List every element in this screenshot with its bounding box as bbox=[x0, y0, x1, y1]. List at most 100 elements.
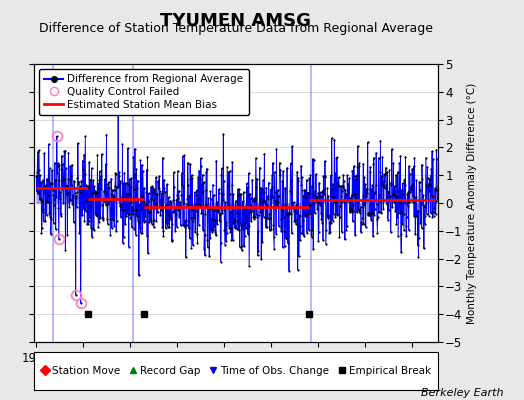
Point bbox=[195, 176, 204, 182]
Point bbox=[242, 203, 250, 209]
Point bbox=[274, 193, 282, 199]
Point bbox=[332, 198, 340, 204]
Point bbox=[116, 178, 125, 184]
Point bbox=[150, 186, 159, 193]
Point bbox=[256, 164, 264, 171]
Point bbox=[253, 212, 261, 218]
Point bbox=[190, 203, 198, 209]
Point bbox=[308, 227, 316, 234]
Point bbox=[91, 189, 99, 195]
Point bbox=[281, 184, 289, 191]
Point bbox=[253, 214, 261, 220]
Text: Berkeley Earth: Berkeley Earth bbox=[421, 388, 503, 398]
Point bbox=[371, 190, 379, 197]
Point bbox=[213, 220, 221, 227]
Point bbox=[204, 195, 213, 201]
Point bbox=[385, 196, 393, 203]
Point bbox=[102, 131, 111, 138]
Point bbox=[121, 221, 129, 228]
Point bbox=[77, 177, 85, 184]
Point bbox=[66, 196, 74, 203]
Point bbox=[226, 228, 235, 235]
Point bbox=[73, 175, 82, 181]
Point bbox=[228, 182, 236, 188]
Point bbox=[228, 237, 237, 244]
Point bbox=[257, 256, 265, 263]
Point bbox=[209, 192, 217, 198]
Point bbox=[346, 195, 354, 201]
Point bbox=[123, 194, 132, 201]
Point bbox=[274, 199, 282, 205]
Point bbox=[212, 203, 221, 210]
Text: Difference of Station Temperature Data from Regional Average: Difference of Station Temperature Data f… bbox=[39, 22, 433, 35]
Point bbox=[55, 162, 63, 168]
Point bbox=[33, 169, 41, 176]
Point bbox=[161, 189, 169, 196]
Point bbox=[145, 190, 153, 196]
Point bbox=[177, 192, 185, 199]
Point bbox=[315, 201, 324, 208]
Point bbox=[287, 210, 296, 217]
Point bbox=[142, 188, 150, 195]
Point bbox=[318, 192, 326, 199]
Point bbox=[396, 210, 404, 216]
Point bbox=[245, 223, 254, 229]
Point bbox=[431, 187, 439, 193]
Point bbox=[149, 224, 158, 230]
Point bbox=[112, 228, 121, 234]
Point bbox=[374, 214, 382, 221]
Point bbox=[279, 208, 288, 214]
Point bbox=[255, 212, 263, 219]
Point bbox=[272, 230, 280, 237]
Point bbox=[42, 182, 50, 188]
Point bbox=[36, 172, 44, 178]
Point bbox=[283, 210, 291, 216]
Point bbox=[57, 211, 65, 217]
Point bbox=[190, 215, 199, 221]
Point bbox=[365, 212, 374, 218]
Point bbox=[117, 214, 125, 220]
Point bbox=[111, 187, 119, 194]
Point bbox=[364, 212, 372, 218]
Point bbox=[43, 192, 52, 198]
Point bbox=[411, 231, 419, 237]
Point bbox=[83, 221, 91, 228]
Point bbox=[273, 201, 281, 208]
Point bbox=[67, 172, 75, 179]
Point bbox=[125, 244, 133, 250]
Point bbox=[378, 181, 386, 187]
Point bbox=[128, 207, 137, 213]
Point bbox=[362, 188, 370, 194]
Point bbox=[81, 171, 89, 177]
Point bbox=[353, 164, 362, 170]
Point bbox=[173, 192, 181, 198]
Point bbox=[235, 244, 244, 250]
Point bbox=[158, 190, 166, 196]
Point bbox=[211, 206, 219, 213]
Point bbox=[395, 188, 403, 194]
Point bbox=[417, 224, 425, 231]
Point bbox=[232, 205, 241, 212]
Point bbox=[386, 229, 395, 236]
Point bbox=[217, 240, 225, 246]
Point bbox=[48, 180, 56, 186]
Point bbox=[117, 207, 126, 214]
Point bbox=[286, 210, 294, 216]
Point bbox=[260, 150, 268, 157]
Point bbox=[69, 194, 78, 200]
Point bbox=[66, 163, 74, 169]
Point bbox=[257, 184, 265, 191]
Point bbox=[260, 200, 269, 206]
Point bbox=[412, 212, 421, 219]
Point bbox=[292, 210, 301, 216]
Point bbox=[159, 228, 167, 234]
Point bbox=[423, 164, 432, 170]
Point bbox=[59, 200, 68, 206]
Point bbox=[280, 243, 289, 250]
Point bbox=[113, 184, 121, 190]
Point bbox=[264, 193, 272, 199]
Point bbox=[92, 190, 101, 196]
Point bbox=[129, 186, 138, 192]
Point bbox=[72, 193, 81, 199]
Point bbox=[433, 196, 442, 202]
